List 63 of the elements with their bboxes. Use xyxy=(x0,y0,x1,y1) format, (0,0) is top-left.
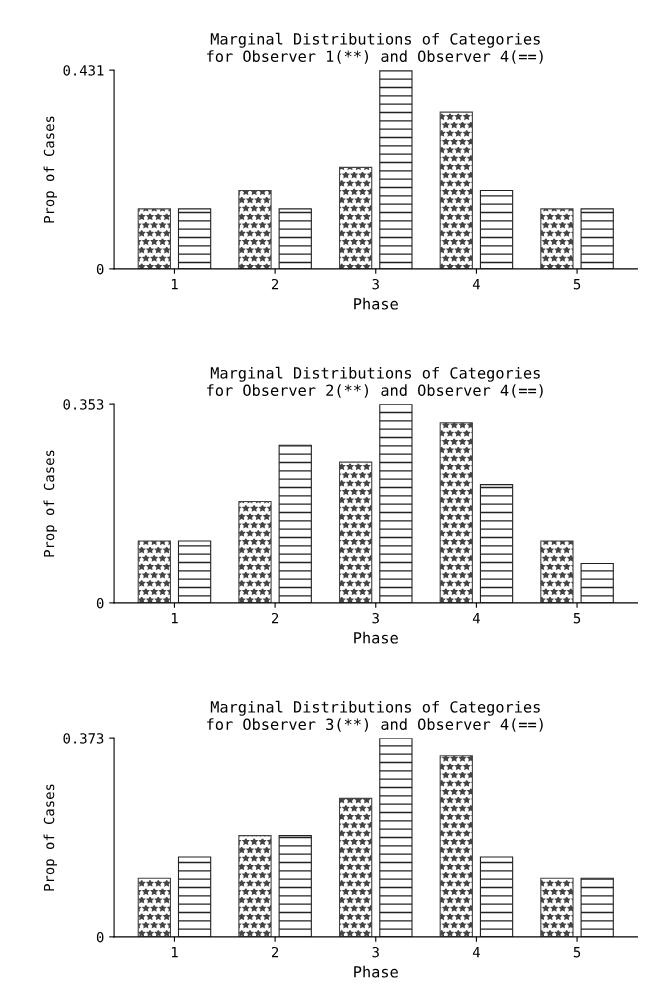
bar xyxy=(439,111,473,269)
x-tick-label: 5 xyxy=(573,279,581,290)
bar xyxy=(278,208,312,269)
x-axis-title: Phase xyxy=(354,297,398,310)
bar xyxy=(137,877,171,937)
y-tick-label: 0 xyxy=(96,931,104,943)
x-tick-label: 3 xyxy=(372,278,379,290)
x-axis-title: Phase xyxy=(354,965,398,978)
bar xyxy=(439,755,473,937)
y-axis-title: Prop of Cases xyxy=(43,450,57,557)
x-tick-label: 1 xyxy=(171,279,178,290)
bar xyxy=(479,484,514,603)
x-tick-label: 2 xyxy=(271,278,279,290)
bar xyxy=(479,189,514,269)
bar xyxy=(177,540,212,603)
x-tick-label: 5 xyxy=(573,947,581,958)
bar xyxy=(338,166,373,269)
bar xyxy=(540,208,574,269)
y-axis-title: Prop of Cases xyxy=(43,116,57,223)
chart-subtitle: for Observer 1(**) and Observer 4(==) xyxy=(207,50,543,64)
bar xyxy=(379,70,413,269)
bar xyxy=(137,208,171,269)
chart-title: Marginal Distributions of Categories xyxy=(210,366,540,382)
bar xyxy=(379,404,413,603)
x-tick-label: 3 xyxy=(372,612,379,624)
bar xyxy=(439,422,473,603)
y-tick-label: 0 xyxy=(96,597,104,609)
bar xyxy=(177,208,212,269)
chart-subtitle: for Observer 3(**) and Observer 4(==) xyxy=(207,718,543,732)
x-tick-label: 5 xyxy=(573,613,581,624)
bar xyxy=(580,877,614,937)
y-tick-label: 0.353 xyxy=(63,399,104,410)
bar xyxy=(177,856,212,937)
x-tick-label: 1 xyxy=(171,947,178,958)
bar xyxy=(479,856,514,937)
y-axis-title: Prop of Cases xyxy=(43,784,57,891)
x-tick-label: 3 xyxy=(372,946,379,958)
bar xyxy=(580,562,614,603)
bar xyxy=(137,540,171,603)
chart-title: Marginal Distributions of Categories xyxy=(210,700,540,716)
x-tick-label: 4 xyxy=(472,613,480,624)
x-tick-label: 4 xyxy=(472,279,480,290)
bar xyxy=(238,835,272,937)
y-tick-label: 0.431 xyxy=(63,65,104,76)
y-tick-label: 0 xyxy=(96,263,104,275)
bar xyxy=(278,444,312,603)
chart-title: Marginal Distributions of Categories xyxy=(210,32,540,48)
bar xyxy=(338,797,373,937)
y-tick-label: 0.373 xyxy=(63,733,104,744)
bar xyxy=(278,835,312,937)
x-tick-label: 1 xyxy=(171,613,178,624)
bar xyxy=(540,877,574,937)
x-tick-label: 2 xyxy=(271,946,279,958)
bar xyxy=(580,208,614,269)
x-tick-label: 4 xyxy=(472,947,480,958)
bar xyxy=(238,500,272,603)
x-axis-title: Phase xyxy=(354,631,398,644)
x-tick-label: 2 xyxy=(271,612,279,624)
bar xyxy=(540,540,574,603)
bar xyxy=(338,461,373,603)
chart-subtitle: for Observer 2(**) and Observer 4(==) xyxy=(207,384,543,398)
bar xyxy=(379,738,413,937)
bar xyxy=(238,189,272,269)
